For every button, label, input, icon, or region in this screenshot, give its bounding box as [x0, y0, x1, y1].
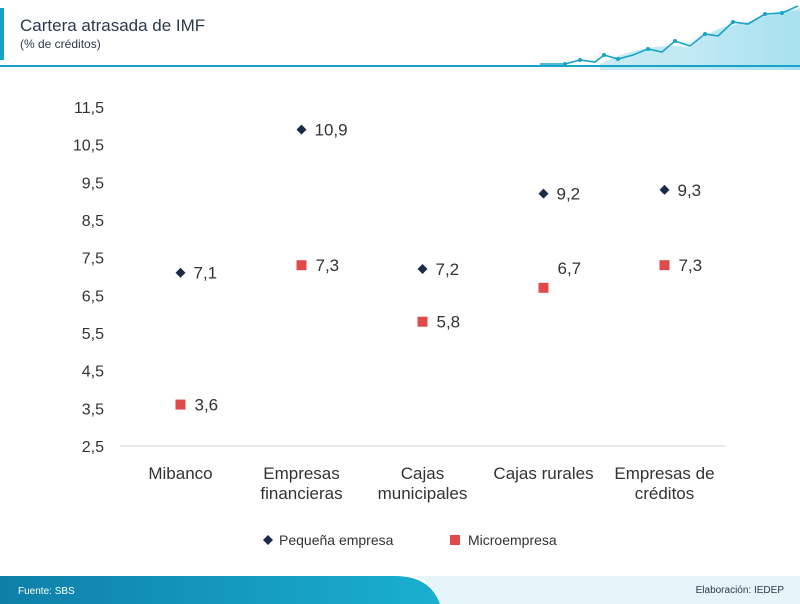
point-microempresa	[659, 260, 670, 271]
data-label-pequena-empresa: 7,2	[436, 260, 460, 279]
x-category-label: Cajas	[401, 464, 444, 483]
chart: 2,5 3,5 4,5 5,5 6,5 7,5 8,5 9,5 10,5 11,5 Mibanco E…	[73, 100, 725, 548]
y-tick-label: 7,5	[82, 251, 104, 268]
data-label-microempresa: 7,3	[679, 256, 703, 275]
point-microempresa	[538, 282, 549, 293]
x-category-label: financieras	[260, 484, 342, 503]
footer-source: Fuente: SBS	[18, 586, 75, 597]
point-pequena-empresa	[538, 188, 549, 199]
data-label-microempresa: 5,8	[437, 313, 461, 332]
point-pequena-empresa	[296, 124, 307, 135]
footer-band	[0, 576, 800, 604]
y-tick-label: 10,5	[73, 138, 104, 155]
x-category-label: Mibanco	[148, 464, 212, 483]
data-label-microempresa: 6,7	[558, 259, 582, 278]
point-microempresa	[417, 316, 428, 327]
legend-marker-microempresa	[450, 535, 460, 545]
y-tick-label: 9,5	[82, 175, 104, 192]
legend-label-microempresa: Microempresa	[468, 532, 557, 548]
y-tick-label: 11,5	[74, 100, 104, 117]
y-tick-label: 8,5	[82, 213, 104, 230]
legend-marker-pequena-empresa	[263, 535, 273, 545]
x-category-label: Empresas de	[614, 464, 714, 483]
x-category-label: Empresas	[263, 464, 340, 483]
y-tick-label: 2,5	[82, 439, 104, 456]
page-title: Cartera atrasada de IMF	[20, 16, 206, 35]
header-wave-decoration	[0, 5, 800, 70]
point-pequena-empresa	[417, 263, 428, 274]
y-tick-label: 6,5	[82, 288, 104, 305]
footer-credit: Elaboración: IEDEP	[695, 585, 784, 596]
data-label-pequena-empresa: 10,9	[315, 121, 348, 140]
legend-label-pequena-empresa: Pequeña empresa	[279, 532, 394, 548]
point-pequena-empresa	[659, 184, 670, 195]
page-subtitle: (% de créditos)	[20, 37, 101, 51]
y-tick-label: 4,5	[82, 364, 104, 381]
x-category-label: municipales	[378, 484, 468, 503]
header: Cartera atrasada de IMF (% de créditos)	[0, 0, 800, 72]
point-microempresa	[296, 260, 307, 271]
data-label-pequena-empresa: 9,3	[678, 181, 702, 200]
y-tick-label: 3,5	[82, 401, 104, 418]
footer: Fuente: SBS Elaboración: IEDEP	[0, 576, 800, 604]
y-tick-label: 5,5	[82, 326, 104, 343]
data-label-microempresa: 3,6	[195, 396, 219, 415]
header-accent-bar	[0, 8, 4, 60]
data-label-microempresa: 7,3	[316, 256, 340, 275]
data-label-pequena-empresa: 7,1	[194, 264, 218, 283]
point-microempresa	[175, 399, 186, 410]
point-pequena-empresa	[175, 267, 186, 278]
data-label-pequena-empresa: 9,2	[557, 185, 581, 204]
x-category-label: Cajas rurales	[493, 464, 593, 483]
x-category-label: créditos	[635, 484, 695, 503]
